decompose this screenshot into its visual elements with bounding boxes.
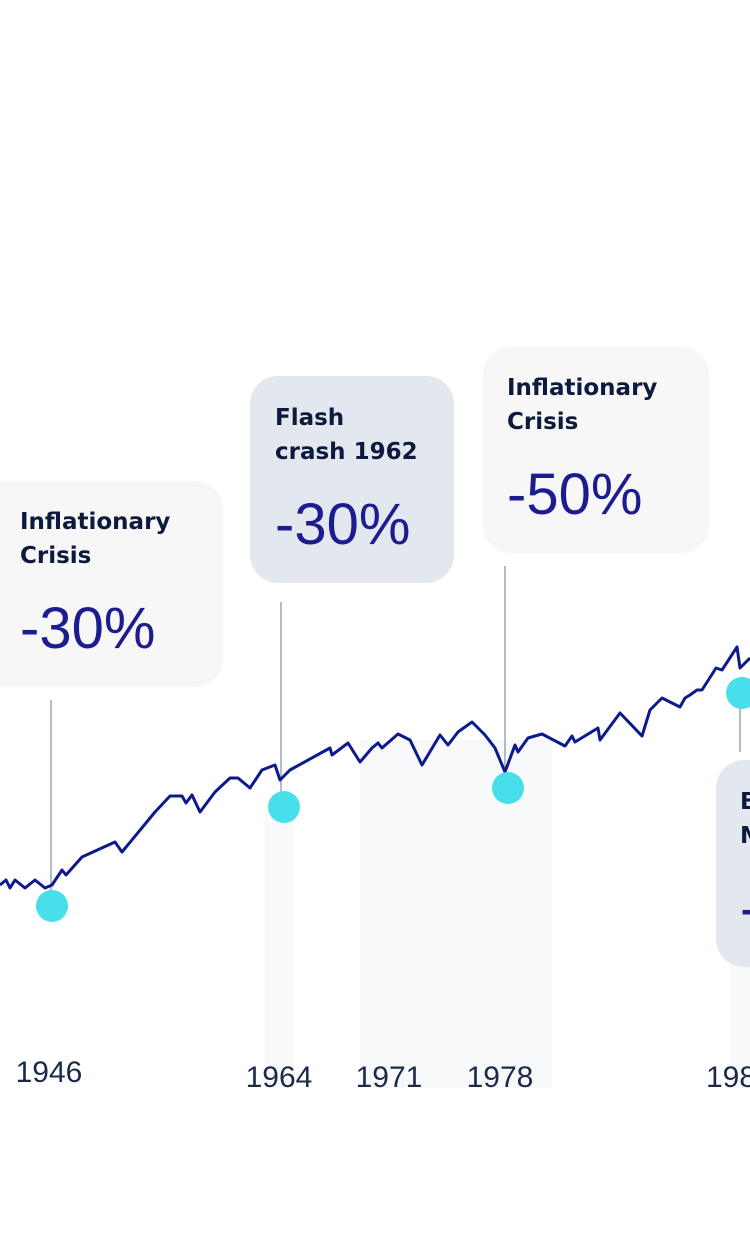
callout-box — [250, 376, 454, 583]
x-label: 198 — [706, 1061, 750, 1094]
callout-box — [0, 481, 223, 687]
callout-value: -30% — [20, 596, 155, 661]
band — [265, 810, 294, 1088]
callout-value: -30% — [275, 492, 410, 557]
callout-box — [716, 760, 750, 967]
callout-value: -50% — [507, 462, 642, 527]
callout-title: M — [740, 823, 750, 849]
callout-title: Flash — [275, 405, 344, 431]
band — [730, 960, 750, 1088]
callout-title: Inflationary — [507, 375, 657, 401]
x-label: 1964 — [246, 1061, 313, 1094]
x-label: 1978 — [467, 1061, 534, 1094]
event-dot — [36, 890, 68, 922]
callout-title: Crisis — [507, 409, 578, 435]
callout-box — [483, 347, 709, 553]
callout-title: Crisis — [20, 543, 91, 569]
x-label: 1946 — [16, 1056, 83, 1089]
callout-title: Inflationary — [20, 509, 170, 535]
event-dot — [268, 791, 300, 823]
callout-title: B — [740, 789, 750, 815]
x-label: 1971 — [356, 1061, 423, 1094]
price-line — [0, 645, 750, 890]
event-dot — [726, 677, 750, 709]
callout-title: crash 1962 — [275, 439, 418, 465]
callout-value: - — [740, 876, 750, 941]
event-dot — [492, 772, 524, 804]
